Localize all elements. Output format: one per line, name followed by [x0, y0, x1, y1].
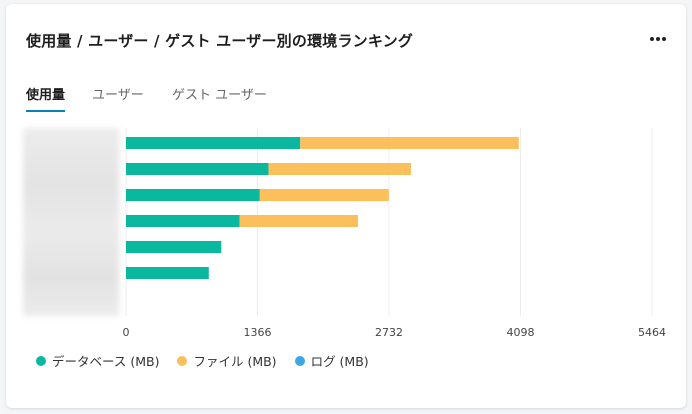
card-title: 使用量 / ユーザー / ゲスト ユーザー別の環境ランキング [26, 32, 414, 50]
legend-item-file[interactable]: ファイル (MB) [177, 351, 277, 370]
category-labels-redacted [23, 128, 119, 316]
legend-dot-file [177, 355, 188, 366]
x-tick-label: 2732 [375, 326, 403, 339]
tab-usage[interactable]: 使用量 [26, 84, 66, 112]
legend-label-database: データベース (MB) [52, 354, 160, 369]
more-options-icon[interactable] [646, 30, 670, 48]
chart-legend: データベース (MB) ファイル (MB) ログ (MB) [36, 351, 369, 370]
bar-segment-database-6[interactable] [126, 267, 209, 279]
x-tick-label: 4098 [507, 326, 535, 339]
bar-segment-file-4[interactable] [239, 215, 359, 227]
bar-segment-database-2[interactable] [126, 163, 269, 175]
ranking-bar-chart: 0 1366 2732 4098 5464 [123, 128, 666, 339]
tab-users[interactable]: ユーザー [92, 88, 144, 103]
legend-dot-log [294, 355, 305, 366]
bar-segment-database-3[interactable] [126, 189, 260, 201]
legend-item-log[interactable]: ログ (MB) [294, 351, 369, 370]
bar-segment-file-1[interactable] [300, 137, 519, 149]
bar-segment-file-3[interactable] [259, 189, 389, 201]
bar-segment-database-1[interactable] [126, 137, 301, 149]
legend-dot-database [36, 355, 46, 366]
legend-label-file: ファイル (MB) [193, 354, 277, 369]
x-tick-label: 1366 [244, 326, 272, 339]
bar-segment-database-4[interactable] [126, 215, 240, 227]
x-tick-label: 5464 [638, 326, 666, 339]
x-tick-label: 0 [123, 326, 130, 339]
ranking-card: 使用量 / ユーザー / ゲスト ユーザー別の環境ランキング 使用量 ユーザー … [6, 4, 686, 408]
legend-label-log: ログ (MB) [310, 354, 369, 369]
bar-segment-database-5[interactable] [126, 241, 222, 253]
legend-item-database[interactable]: データベース (MB) [36, 351, 159, 370]
tab-guest-users[interactable]: ゲスト ユーザー [172, 88, 267, 103]
bar-segment-file-2[interactable] [268, 163, 411, 175]
